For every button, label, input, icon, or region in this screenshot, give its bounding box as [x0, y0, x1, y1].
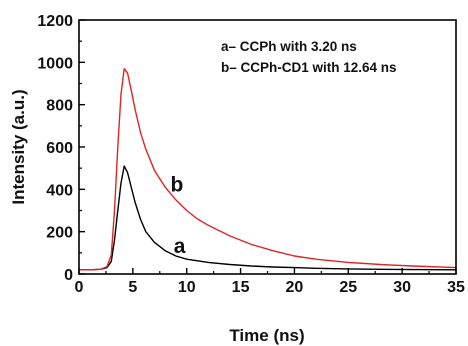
- series-line-a: [79, 165, 457, 271]
- legend-entry-b: b– CCPh-CD1 with 12.64 ns: [221, 60, 397, 75]
- y-tick-label: 1000: [37, 55, 73, 72]
- y-tick-label: 600: [46, 140, 73, 157]
- x-tick-label: 30: [393, 279, 411, 296]
- y-tick-label: 0: [64, 267, 73, 284]
- x-tick-label: 35: [447, 279, 465, 296]
- y-tick-label: 200: [46, 225, 73, 242]
- x-tick-label: 20: [286, 279, 304, 296]
- y-tick-label: 800: [46, 98, 73, 115]
- x-axis-title: Time (ns): [229, 326, 304, 345]
- x-tick-label: 25: [339, 279, 357, 296]
- series-layer: [79, 67, 457, 271]
- y-tick-label: 1200: [37, 13, 73, 30]
- series-label-a: a: [174, 235, 186, 258]
- series-label-b: b: [171, 173, 184, 196]
- y-tick-label: 400: [46, 182, 73, 199]
- x-tick-label: 10: [178, 279, 196, 296]
- legend: a– CCPh with 3.20 ns b– CCPh-CD1 with 12…: [221, 39, 397, 75]
- legend-entry-a: a– CCPh with 3.20 ns: [221, 39, 357, 54]
- ticks-layer: 0 5 10 15 20 25 30 35 0 200 400 600 800 1000 1200: [37, 13, 465, 296]
- series-line-b: [79, 67, 457, 271]
- x-tick-label: 0: [75, 279, 84, 296]
- plot-frame: [78, 19, 457, 275]
- x-tick-label: 15: [232, 279, 250, 296]
- x-tick-label: 5: [128, 279, 137, 296]
- y-axis-title: Intensity (a.u.): [9, 89, 28, 204]
